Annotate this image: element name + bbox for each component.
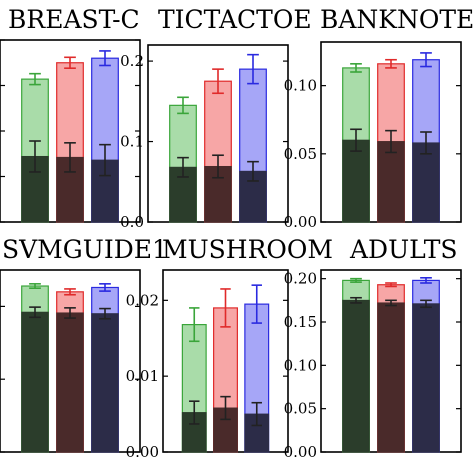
- y-tick-label: 0.10: [284, 356, 317, 374]
- y-tick-label: 0.05: [284, 400, 317, 418]
- bar-part: [91, 313, 119, 453]
- panel-title: MUSHROOM: [162, 235, 333, 264]
- bar-part: [21, 311, 49, 453]
- y-tick-label: 0.01: [126, 367, 159, 385]
- panel-title: BREAST-C: [8, 5, 140, 34]
- y-tick-label: 0.00: [284, 213, 317, 231]
- y-tick-label: 0.2: [120, 52, 144, 70]
- panel-title: SVMGUIDE1: [2, 235, 168, 264]
- panel-title: TICTACTOE: [158, 5, 312, 34]
- panel-breast-c: BREAST-C 0.000.050.100.150.20: [0, 5, 141, 223]
- bar-part: [342, 139, 370, 223]
- panel-title: BANKNOTES: [320, 5, 474, 34]
- y-tick-label: 0.1: [120, 133, 144, 151]
- panel-svmguide1: SVMGUIDE1 0.00.10.2: [0, 235, 168, 453]
- bar-part: [412, 303, 440, 453]
- bar-part: [412, 142, 440, 223]
- y-tick-label: 0.00: [284, 443, 317, 461]
- y-tick-label: 0.00: [126, 443, 159, 461]
- y-tick-label: 0.10: [284, 77, 317, 95]
- panel-title: ADULTS: [349, 235, 458, 264]
- panel-adults: ADULTS 0.00 0.05 0.10 0.15 0.20: [284, 235, 462, 461]
- bar-part: [377, 302, 405, 453]
- bar-part: [342, 299, 370, 453]
- y-tick-label: 0.05: [284, 145, 317, 163]
- bar-part: [377, 141, 405, 223]
- panel-banknotes: BANKNOTES 0.00 0.05 0.10: [284, 5, 474, 231]
- y-tick-label: 0.20: [284, 270, 317, 288]
- y-tick-label: 0.15: [284, 313, 317, 331]
- y-tick-label: 0.0: [120, 213, 144, 231]
- panel-mushroom: MUSHROOM 0.00 0.01 0.02: [126, 235, 333, 461]
- y-tick-label: 0.02: [126, 291, 159, 309]
- bar-part: [56, 312, 84, 453]
- panel-tictactoe: TICTACTOE 0.0 0.1 0.2: [120, 5, 311, 231]
